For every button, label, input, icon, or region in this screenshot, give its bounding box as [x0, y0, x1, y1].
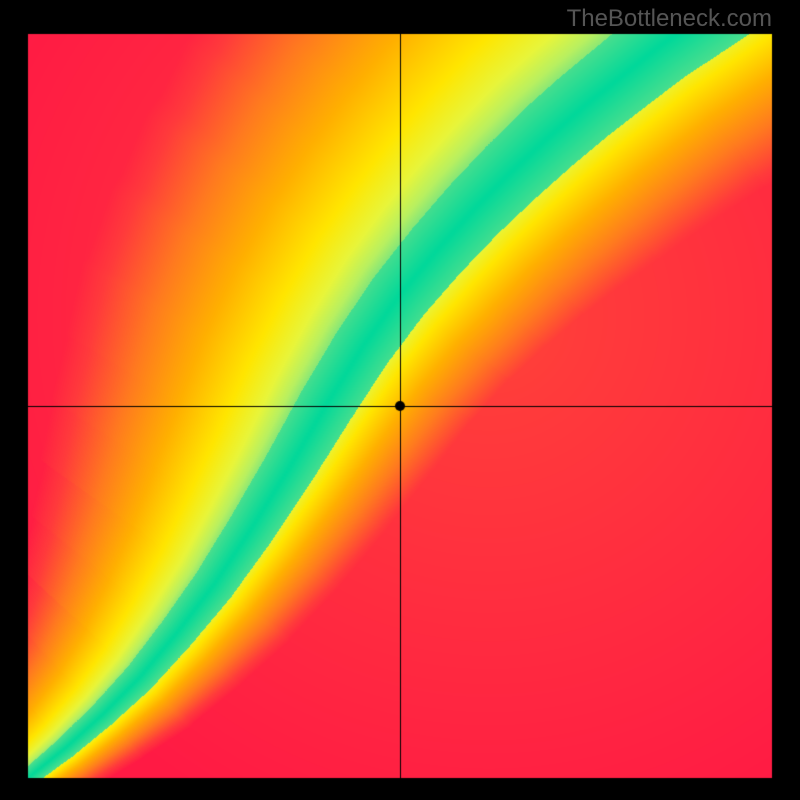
watermark-text: TheBottleneck.com [567, 5, 772, 33]
chart-container: TheBottleneck.com [0, 0, 800, 800]
bottleneck-heatmap [0, 0, 800, 800]
